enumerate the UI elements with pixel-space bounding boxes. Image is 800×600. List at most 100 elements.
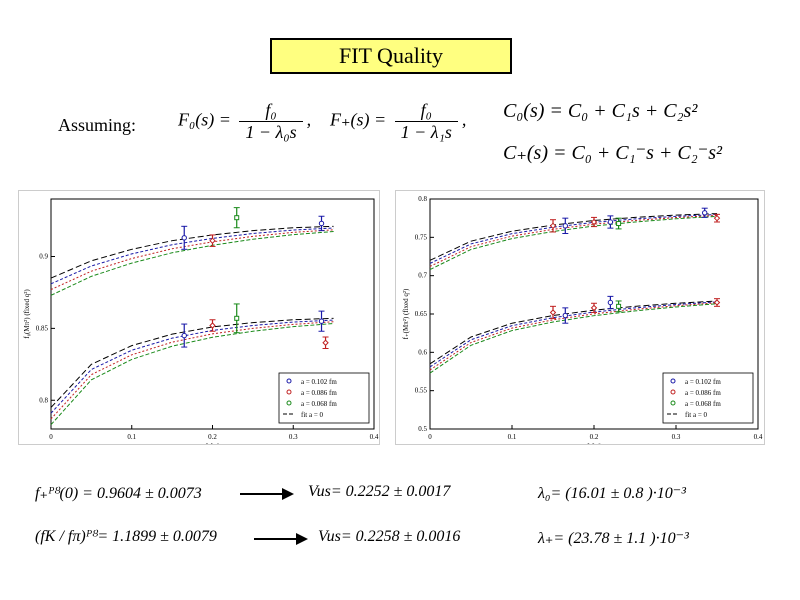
result-lambda-plus: λ₊= (23.78 ± 1.1 )·10⁻³ xyxy=(538,530,689,547)
legend-marker xyxy=(670,389,676,395)
x-tick-label: 0.1 xyxy=(127,433,136,441)
legend-marker xyxy=(286,378,292,384)
x-tick-label: 0.1 xyxy=(508,433,517,441)
y-tick-label: 0.85 xyxy=(36,324,49,332)
fit-curve-lower xyxy=(50,322,334,426)
plot-fplus: 0 0.1 0.2 0.3 0.4 0.5 0.55 0.6 0.65 0.7 0.75 0.8 Mπ²… xyxy=(395,190,765,445)
x-tick-label: 0.3 xyxy=(672,433,681,441)
formula-f0-lhs: F₀(s) = xyxy=(178,109,231,130)
y-tick-label: 0.7 xyxy=(418,272,427,280)
y-tick-label: 0.65 xyxy=(415,310,428,318)
x-tick-label: 0 xyxy=(49,433,53,441)
legend-label: fit a = 0 xyxy=(685,411,708,419)
x-tick-label: 0.2 xyxy=(208,433,217,441)
fit-curve-lower xyxy=(429,300,718,365)
data-point xyxy=(181,332,187,339)
formula-c0: C₀(s) = C₀ + C₁s + C₂s² xyxy=(503,100,698,122)
data-point xyxy=(322,339,329,346)
slide-title: FIT Quality xyxy=(270,38,512,74)
y-tick-label: 0.6 xyxy=(418,348,427,356)
arrow-right-icon xyxy=(254,533,308,545)
formula-fplus-num: f₀ xyxy=(394,100,458,122)
data-point xyxy=(607,219,614,225)
y-tick-label: 0.5 xyxy=(418,425,427,433)
data-point xyxy=(713,214,721,222)
y-tick-label: 0.8 xyxy=(39,396,48,404)
result-fplus0: f₊ᴾᴽ(0) = 0.9604 ± 0.0073 xyxy=(35,485,202,502)
formula-cplus: C₊(s) = C₀ + C₁⁻s + C₂⁻s² xyxy=(503,142,723,164)
data-point xyxy=(318,318,325,324)
result-fk-fpi: (fK / fπ)ᴾᴽ= 1.1899 ± 0.0079 xyxy=(35,528,217,545)
x-tick-label: 0.4 xyxy=(754,433,763,441)
legend-label: fit a = 0 xyxy=(301,411,324,419)
formula-f0-fraction: f₀ 1 − λ₀s xyxy=(239,100,303,143)
y-tick-label: 0.75 xyxy=(415,233,428,241)
assuming-label: Assuming: xyxy=(58,115,137,135)
x-axis-label: Mπ² xyxy=(206,442,220,445)
result-vus-1: Vus= 0.2252 ± 0.0017 xyxy=(308,483,451,500)
formula-fplus-lhs: F₊(s) = xyxy=(330,109,387,130)
fit-curve-upper xyxy=(429,213,718,264)
arrow-right-icon xyxy=(240,488,294,500)
fit-curve-upper xyxy=(429,215,718,270)
data-point xyxy=(590,304,598,312)
y-tick-label: 0.8 xyxy=(418,195,427,203)
data-point xyxy=(702,210,708,216)
x-tick-label: 0.4 xyxy=(370,433,379,441)
result-lambda0: λ₀= (16.01 ± 0.8 )·10⁻³ xyxy=(538,485,686,502)
x-tick-label: 0.2 xyxy=(590,433,599,441)
fit-curve-upper xyxy=(50,225,334,279)
data-point xyxy=(549,222,557,230)
legend-label: a = 0.102 fm xyxy=(685,378,721,386)
data-point xyxy=(562,312,569,319)
data-point xyxy=(616,303,622,309)
plot-f0: 0 0.1 0.2 0.3 0.4 0.8 0.85 0.9 Mπ² f₀(Mπ²) (fixed… xyxy=(18,190,380,445)
result-vus-2: Vus= 0.2258 ± 0.0016 xyxy=(318,528,461,545)
y-axis-label: f₀(Mπ²) (fixed q²) xyxy=(23,289,31,339)
fit-curve-lower xyxy=(429,301,718,368)
data-point xyxy=(607,299,614,306)
legend-label: a = 0.086 fm xyxy=(301,389,337,397)
y-axis-label: f₊(Mπ²) (fixed q²) xyxy=(402,288,410,339)
legend-marker xyxy=(286,389,292,395)
legend-label: a = 0.102 fm xyxy=(301,378,337,386)
data-point xyxy=(209,237,216,244)
data-point xyxy=(616,221,622,227)
legend-marker xyxy=(286,400,292,406)
fit-curve-upper xyxy=(50,230,334,296)
data-point xyxy=(181,235,187,241)
data-point xyxy=(209,322,216,329)
formula-f0-den: 1 − λ₀s xyxy=(245,122,297,142)
formula-f0: F₀(s) = f₀ 1 − λ₀s , xyxy=(178,100,312,143)
formula-fplus-den: 1 − λ₁s xyxy=(400,122,452,142)
data-point xyxy=(713,299,721,306)
legend-marker xyxy=(670,378,676,384)
legend-marker xyxy=(670,400,676,406)
fit-curve-lower xyxy=(429,303,718,374)
data-point xyxy=(318,220,325,227)
fit-curve-upper xyxy=(50,229,334,291)
fit-curve-lower xyxy=(50,319,334,414)
fit-curve-upper xyxy=(50,227,334,285)
data-point xyxy=(590,218,598,226)
slide-title-text: FIT Quality xyxy=(338,43,444,68)
data-point xyxy=(549,309,557,316)
data-point xyxy=(234,215,240,221)
legend-box xyxy=(278,372,370,424)
fit-curve-upper xyxy=(429,214,718,267)
fit-curve-lower xyxy=(50,317,334,408)
x-tick-label: 0.3 xyxy=(289,433,298,441)
data-point xyxy=(562,223,569,229)
x-tick-label: 0 xyxy=(428,433,432,441)
legend-label: a = 0.068 fm xyxy=(301,400,337,408)
data-point xyxy=(234,315,240,321)
formula-fplus: F₊(s) = f₀ 1 − λ₁s , xyxy=(330,100,467,143)
formula-fplus-fraction: f₀ 1 − λ₁s xyxy=(394,100,458,143)
fit-curve-lower xyxy=(429,302,718,371)
formula-f0-num: f₀ xyxy=(239,100,303,122)
legend-label: a = 0.068 fm xyxy=(685,400,721,408)
y-tick-label: 0.55 xyxy=(415,387,428,395)
x-axis-label: Mπ² xyxy=(587,442,601,445)
fit-curve-upper xyxy=(429,213,718,261)
legend-box xyxy=(662,372,754,424)
